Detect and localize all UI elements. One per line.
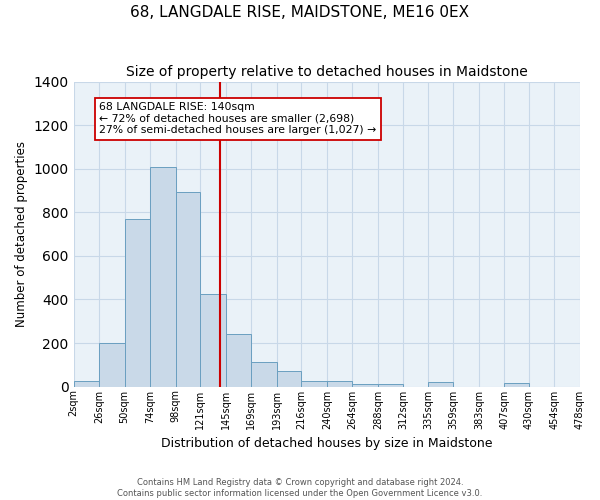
Bar xyxy=(505,384,529,386)
Bar xyxy=(74,381,99,386)
Bar xyxy=(428,382,454,386)
Bar xyxy=(251,362,277,386)
Text: 68 LANGDALE RISE: 140sqm
← 72% of detached houses are smaller (2,698)
27% of sem: 68 LANGDALE RISE: 140sqm ← 72% of detach… xyxy=(99,102,376,136)
Bar xyxy=(150,166,176,386)
Bar xyxy=(200,294,226,386)
Bar xyxy=(352,384,378,386)
Bar xyxy=(301,381,327,386)
Y-axis label: Number of detached properties: Number of detached properties xyxy=(15,141,28,327)
Bar xyxy=(226,334,251,386)
Bar xyxy=(327,381,352,386)
Bar xyxy=(277,372,301,386)
Bar xyxy=(99,343,125,386)
Bar xyxy=(125,219,150,386)
X-axis label: Distribution of detached houses by size in Maidstone: Distribution of detached houses by size … xyxy=(161,437,493,450)
Bar xyxy=(378,384,403,386)
Title: Size of property relative to detached houses in Maidstone: Size of property relative to detached ho… xyxy=(126,65,527,79)
Text: Contains HM Land Registry data © Crown copyright and database right 2024.
Contai: Contains HM Land Registry data © Crown c… xyxy=(118,478,482,498)
Bar xyxy=(176,192,200,386)
Text: 68, LANGDALE RISE, MAIDSTONE, ME16 0EX: 68, LANGDALE RISE, MAIDSTONE, ME16 0EX xyxy=(130,5,470,20)
